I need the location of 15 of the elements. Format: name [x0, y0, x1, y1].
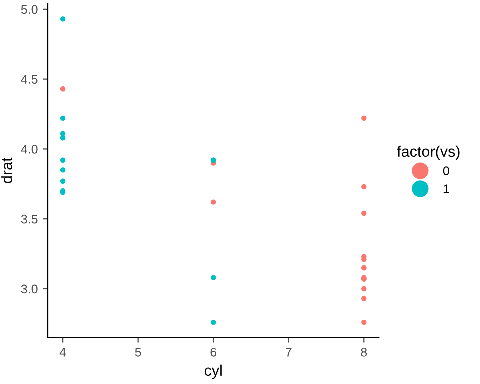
x-tick-label: 6: [210, 348, 217, 357]
legend-label: 1: [444, 184, 450, 194]
legend-title: factor(vs): [397, 146, 460, 160]
y-tick-label: 5.0: [21, 5, 38, 14]
x-tick-label: 7: [286, 348, 292, 357]
y-axis-title: drat: [1, 158, 12, 184]
y-tick-label: 3.5: [21, 214, 38, 224]
y-tick-label: 3.0: [21, 284, 38, 294]
y-tick-label: 4.5: [21, 75, 38, 84]
x-tick-label: 5: [135, 348, 142, 357]
x-axis-title: cyl: [204, 364, 222, 380]
legend-label: 0: [443, 166, 450, 176]
y-tick-label: 4.0: [21, 145, 38, 154]
x-tick-label: 8: [361, 348, 368, 357]
x-tick-label: 4: [60, 348, 66, 357]
